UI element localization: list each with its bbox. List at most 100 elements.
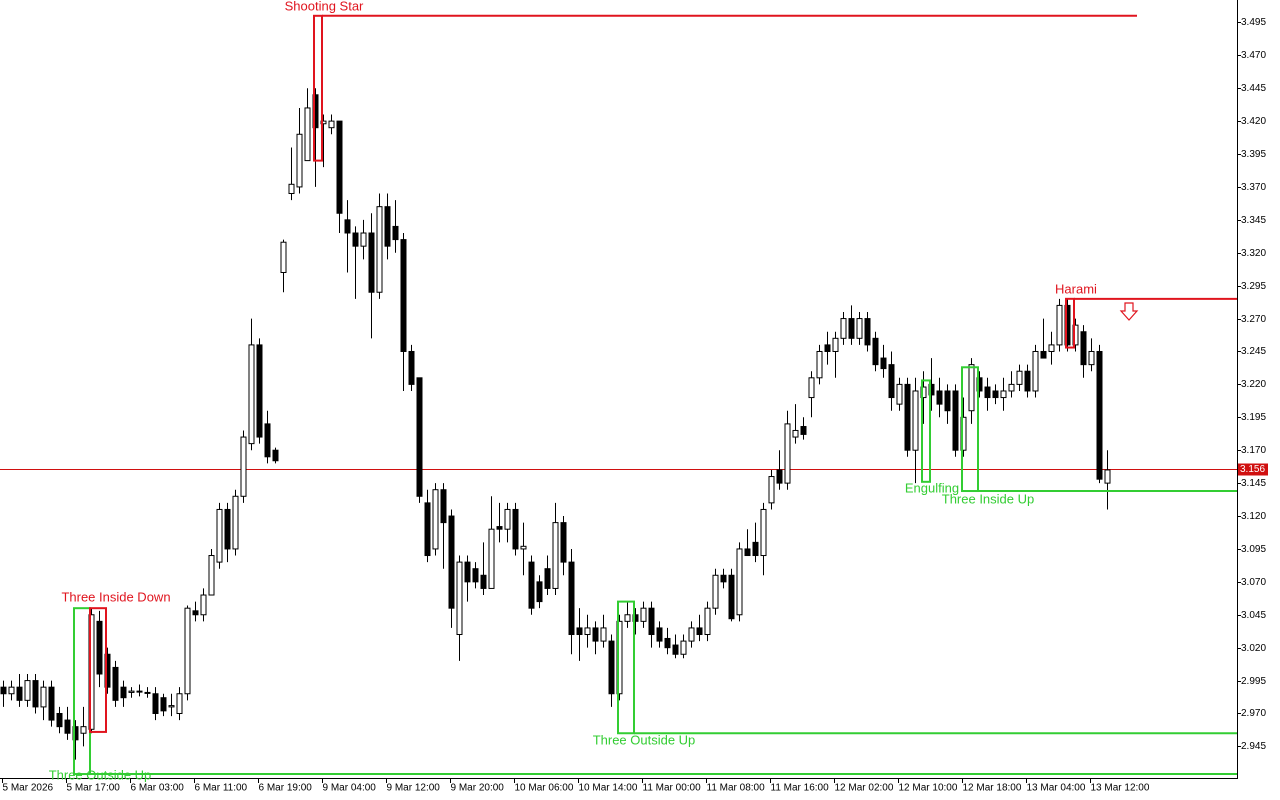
y-tick-label: 3.295 xyxy=(1241,281,1266,292)
candle-body-up xyxy=(688,627,695,642)
candle-body-up xyxy=(24,680,31,701)
candle-body-up xyxy=(280,241,287,273)
candle-body-up xyxy=(584,627,591,636)
x-tick-label: 13 Mar 04:00 xyxy=(1027,783,1086,794)
candle-body-up xyxy=(488,528,495,589)
y-tick-label: 3.345 xyxy=(1241,215,1266,226)
candle-body-up xyxy=(856,318,863,339)
x-tick-label: 9 Mar 04:00 xyxy=(323,783,377,794)
candle-body-down xyxy=(560,522,567,563)
candle-body-down xyxy=(448,515,455,609)
candle-body-down xyxy=(800,426,807,435)
candle-body-down xyxy=(528,561,535,609)
candle-body-down xyxy=(32,680,39,708)
candle-body-up xyxy=(1008,383,1015,392)
candle-body-down xyxy=(264,423,271,458)
candle-body-down xyxy=(120,686,127,699)
candle-body-down xyxy=(1024,370,1031,392)
y-tick-label: 3.445 xyxy=(1241,83,1266,94)
candle-body-down xyxy=(464,561,471,583)
x-tick-label: 6 Mar 19:00 xyxy=(259,783,313,794)
candle-body-up xyxy=(792,429,799,438)
candle-body-up xyxy=(896,383,903,405)
pattern-label: Three Outside Up xyxy=(593,732,696,747)
current-price-label: 3.156 xyxy=(1240,464,1265,475)
y-tick-label: 3.195 xyxy=(1241,412,1266,423)
candle-body-down xyxy=(720,574,727,583)
candle-body-up xyxy=(128,690,135,693)
candle-body-down xyxy=(696,627,703,636)
candle-body-down xyxy=(400,239,407,352)
candle-body-up xyxy=(1088,350,1095,366)
y-tick-label: 2.995 xyxy=(1241,676,1266,687)
candle-body-down xyxy=(112,666,119,701)
candle-body-up xyxy=(1032,350,1039,392)
candle-body-down xyxy=(392,225,399,241)
candle-body-down xyxy=(1096,350,1103,480)
pattern-label: Three Inside Down xyxy=(61,589,170,604)
pattern-label: Engulfing xyxy=(905,480,959,495)
candle-body-up xyxy=(1056,304,1063,346)
y-tick-label: 3.020 xyxy=(1241,643,1266,654)
candle-body-up xyxy=(432,489,439,550)
candle-body-down xyxy=(848,318,855,339)
candle-body-up xyxy=(816,350,823,379)
pattern-box xyxy=(961,366,979,493)
candle-body-up xyxy=(8,686,15,695)
candle-body-down xyxy=(904,383,911,451)
candle-body-down xyxy=(992,390,999,399)
candle-body-down xyxy=(608,640,615,695)
candle-body-up xyxy=(200,594,207,616)
y-tick-label: 3.220 xyxy=(1241,379,1266,390)
candle-body-up xyxy=(1048,344,1055,352)
candle-body-down xyxy=(776,469,783,484)
candle-body-up xyxy=(456,561,463,636)
candle-body-down xyxy=(344,219,351,234)
pattern-box xyxy=(921,379,931,483)
x-tick-label: 6 Mar 03:00 xyxy=(131,783,185,794)
candle-body-up xyxy=(144,691,151,694)
pattern-box xyxy=(1065,297,1075,349)
x-tick-label: 5 Mar 17:00 xyxy=(67,783,121,794)
candle-body-down xyxy=(224,508,231,550)
pattern-label: Harami xyxy=(1055,281,1097,296)
candle-body-down xyxy=(440,489,447,524)
candle-body-down xyxy=(192,610,199,616)
candle-body-down xyxy=(672,644,679,655)
candle-body-down xyxy=(728,574,735,620)
y-tick-label: 2.970 xyxy=(1241,708,1266,719)
candle-body-up xyxy=(304,107,311,162)
candle-body-down xyxy=(384,206,391,247)
pattern-box xyxy=(617,600,635,735)
candle-body-down xyxy=(496,526,503,530)
candle-body-up xyxy=(640,607,647,622)
candle-body-down xyxy=(408,350,415,385)
candle-body-down xyxy=(568,561,575,636)
candle-body-up xyxy=(1000,390,1007,399)
candle-body-up xyxy=(1104,469,1111,484)
candle-body-down xyxy=(16,686,23,701)
candle-body-up xyxy=(912,390,919,451)
candle-body-down xyxy=(336,120,343,214)
candle-body-up xyxy=(360,232,367,247)
y-tick-label: 3.495 xyxy=(1241,17,1266,28)
candle-body-down xyxy=(424,502,431,557)
y-tick-label: 3.420 xyxy=(1241,116,1266,127)
candle-body-down xyxy=(512,508,519,550)
candle-body-down xyxy=(544,568,551,589)
candle-body-up xyxy=(808,377,815,399)
pattern-box xyxy=(89,607,107,733)
x-tick-label: 6 Mar 11:00 xyxy=(195,783,248,794)
candle-body-down xyxy=(0,686,7,695)
candle-body-down xyxy=(752,541,759,557)
y-tick-label: 3.370 xyxy=(1241,182,1266,193)
candle-body-up xyxy=(600,627,607,642)
x-tick-label: 5 Mar 2026 xyxy=(3,783,54,794)
candle-body-down xyxy=(416,377,423,497)
candle-body-up xyxy=(216,508,223,563)
candle-body-up xyxy=(80,726,87,734)
candle-body-down xyxy=(48,686,55,721)
x-tick-label: 10 Mar 14:00 xyxy=(579,783,638,794)
